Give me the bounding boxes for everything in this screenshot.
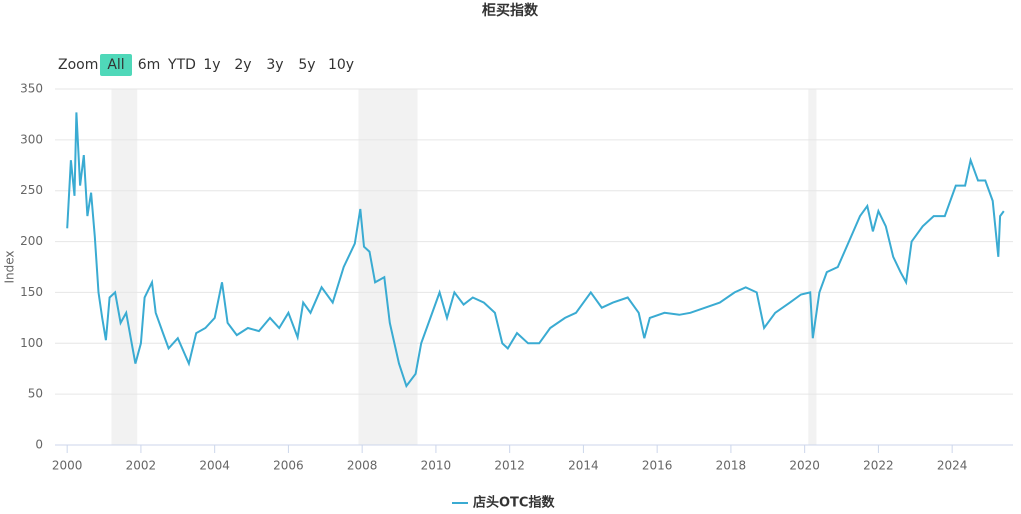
series-line: [66, 112, 1005, 389]
x-tick-label: 2022: [863, 459, 894, 473]
zoom-button[interactable]: 1y: [203, 57, 220, 73]
y-tick-label: 200: [20, 234, 43, 248]
x-tick-label: 2004: [199, 459, 230, 473]
x-tick-label: 2002: [126, 459, 157, 473]
y-tick-label: 0: [35, 438, 43, 452]
zoom-button[interactable]: 3y: [266, 57, 283, 73]
zoom-button-bg[interactable]: [100, 54, 132, 76]
zoom-button[interactable]: 2y: [234, 57, 251, 73]
shaded-band: [808, 89, 817, 445]
y-tick-label: 350: [20, 82, 43, 96]
y-tick-label: 300: [20, 132, 43, 146]
x-tick-label: 2008: [347, 459, 378, 473]
y-axis-label: Index: [3, 250, 17, 283]
shaded-band: [111, 89, 138, 445]
zoom-button[interactable]: All: [107, 57, 124, 73]
zoom-button[interactable]: 5y: [298, 57, 315, 73]
y-tick-label: 150: [20, 285, 43, 299]
x-tick-label: 2014: [568, 459, 599, 473]
x-tick-label: 2018: [716, 459, 747, 473]
shaded-band: [358, 89, 418, 445]
y-tick-label: 50: [28, 387, 43, 401]
x-tick-label: 2000: [52, 459, 83, 473]
legend-label[interactable]: 店头OTC指数: [473, 495, 555, 511]
chart-title: 柜买指数: [482, 2, 539, 19]
x-tick-label: 2016: [642, 459, 673, 473]
zoom-label: Zoom: [58, 57, 98, 73]
zoom-button[interactable]: 10y: [328, 57, 354, 73]
x-tick-label: 2010: [421, 459, 452, 473]
zoom-button[interactable]: YTD: [167, 57, 196, 73]
y-tick-label: 100: [20, 336, 43, 350]
x-tick-label: 2012: [494, 459, 525, 473]
x-tick-label: 2006: [273, 459, 304, 473]
y-tick-label: 250: [20, 183, 43, 197]
x-tick-label: 2020: [789, 459, 820, 473]
zoom-button[interactable]: 6m: [138, 57, 161, 73]
x-tick-label: 2024: [937, 459, 968, 473]
